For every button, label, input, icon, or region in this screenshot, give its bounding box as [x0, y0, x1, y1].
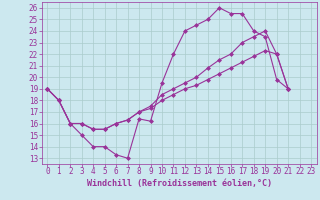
- X-axis label: Windchill (Refroidissement éolien,°C): Windchill (Refroidissement éolien,°C): [87, 179, 272, 188]
